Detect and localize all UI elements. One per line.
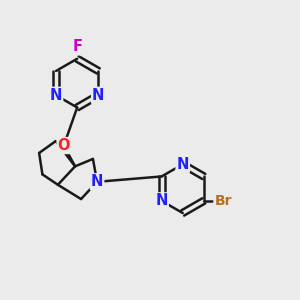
Text: F: F: [72, 39, 82, 54]
Text: N: N: [92, 88, 104, 103]
Text: N: N: [50, 88, 62, 103]
Text: N: N: [91, 174, 103, 189]
Text: O: O: [58, 138, 70, 153]
Text: N: N: [155, 193, 168, 208]
Text: Br: Br: [214, 194, 232, 208]
Text: N: N: [176, 157, 189, 172]
